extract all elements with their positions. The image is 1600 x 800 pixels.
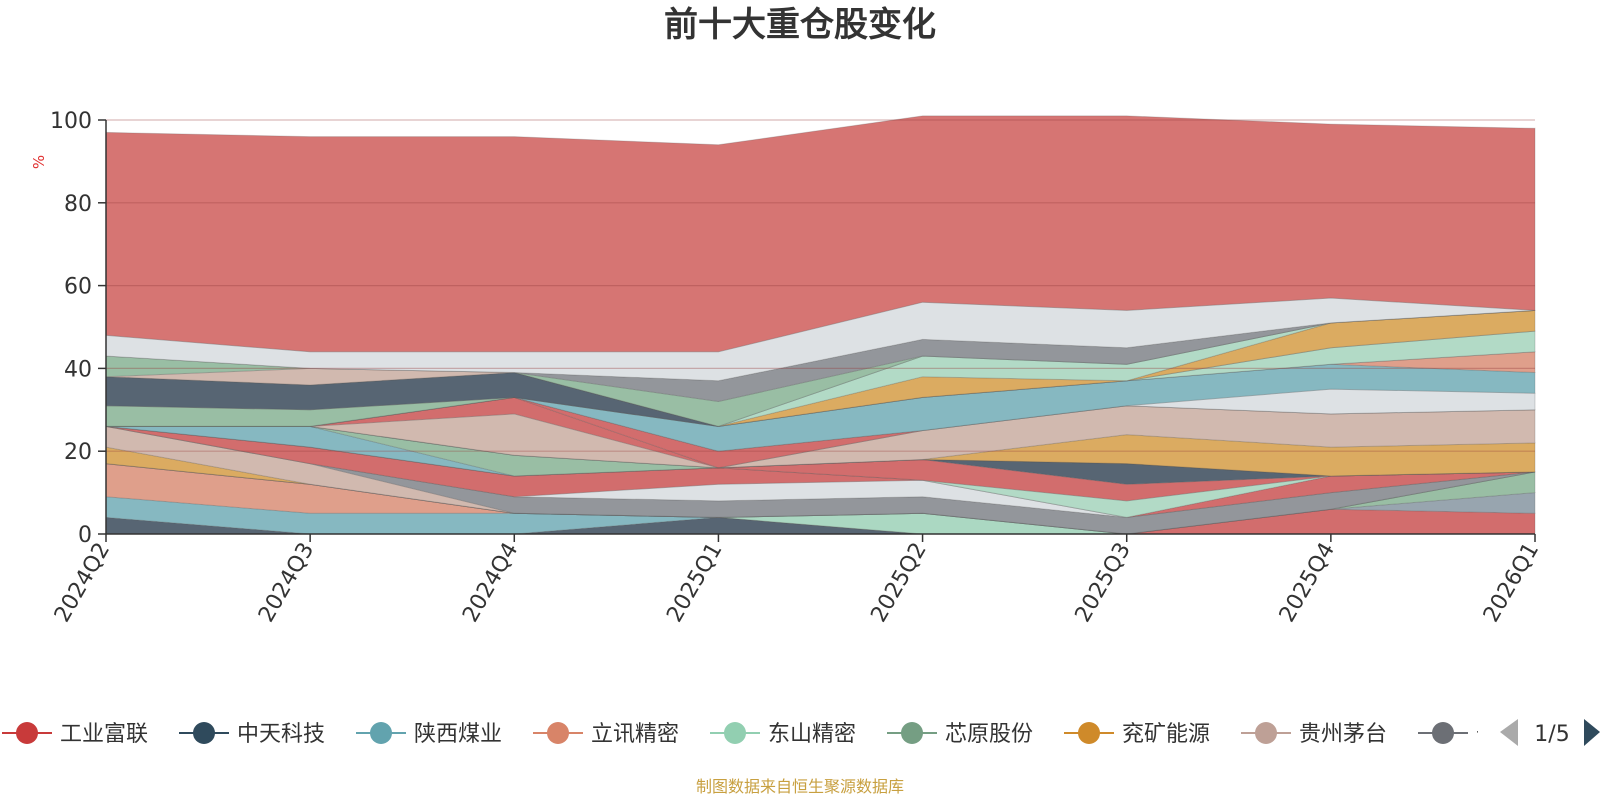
y-tick-label-0: 0 — [78, 523, 92, 548]
legend-item-3[interactable]: 陕西煤业 — [356, 722, 502, 747]
legend-marker-9 — [1432, 722, 1454, 744]
legend-prev-icon[interactable] — [1500, 719, 1518, 746]
y-tick-label-2: 40 — [64, 357, 92, 382]
x-tick-label-0: 2024Q2 — [50, 539, 115, 627]
y-tick-label-3: 60 — [64, 275, 92, 300]
legend-marker-8 — [1255, 722, 1277, 744]
legend-label-1: 工业富联 — [60, 722, 148, 747]
legend-item-8[interactable]: 贵州茅台 — [1241, 722, 1387, 747]
legend-label-5: 东山精密 — [768, 722, 856, 747]
gridlines — [106, 119, 1535, 452]
area-series-26 — [106, 351, 1536, 427]
legend-page-label: 1/5 — [1534, 722, 1569, 747]
legend-label-8: 贵州茅台 — [1299, 722, 1387, 747]
x-tick-label-4: 2025Q2 — [866, 539, 931, 627]
legend-marker-3 — [370, 722, 392, 744]
y-tick-label-5: 100 — [50, 109, 92, 134]
x-tick-label-7: 2026Q1 — [1479, 539, 1544, 627]
area-series-21 — [106, 405, 1536, 469]
x-tick-label-3: 2025Q1 — [662, 539, 727, 627]
legend-label-9: 长 — [1476, 722, 1498, 747]
series-areas — [105, 115, 1536, 535]
legend-item-6[interactable]: 芯原股份 — [887, 722, 1033, 747]
area-series-25 — [106, 363, 1536, 452]
legend-label-7: 兖矿能源 — [1122, 722, 1210, 747]
legend-pager: 1/5 — [1500, 719, 1600, 747]
legend-marker-6 — [901, 722, 923, 744]
chart-title: 前十大重仓股变化 — [664, 5, 936, 45]
legend-item-7[interactable]: 兖矿能源 — [1064, 722, 1210, 747]
area-series-36 — [105, 115, 1536, 353]
legend-item-4[interactable]: 立讯精密 — [533, 722, 679, 747]
legend-marker-5 — [724, 722, 746, 744]
area-series-4 — [105, 463, 1535, 535]
x-tick-label-5: 2025Q3 — [1071, 539, 1136, 627]
legend-label-4: 立讯精密 — [591, 722, 679, 747]
legend-next-icon[interactable] — [1584, 719, 1600, 746]
legend-item-5[interactable]: 东山精密 — [710, 722, 856, 747]
legend-marker-4 — [547, 722, 569, 744]
area-series-28 — [105, 330, 1536, 427]
legend-marker-2 — [193, 722, 215, 744]
y-axis-unit: % — [30, 155, 48, 169]
x-tick-label-6: 2025Q4 — [1275, 539, 1340, 627]
legend-label-3: 陕西煤业 — [414, 722, 502, 747]
legend-item-9[interactable]: 长 — [1418, 722, 1498, 747]
y-tick-label-1: 20 — [64, 440, 92, 465]
legend-item-1[interactable]: 工业富联 — [2, 722, 148, 747]
area-series-20 — [106, 425, 1536, 477]
legend-item-2[interactable]: 中天科技 — [179, 722, 325, 747]
data-source-note: 制图数据来自恒生聚源数据库 — [696, 777, 904, 796]
legend-label-2: 中天科技 — [237, 722, 325, 747]
legend-marker-7 — [1078, 722, 1100, 744]
area-series-30 — [105, 309, 1536, 427]
legend-label-6: 芯原股份 — [945, 722, 1033, 747]
legend: 工业富联 中天科技 陕西煤业 立讯精密 东山精密 芯原股份 兖矿能源 贵州茅台 长 — [2, 722, 1498, 747]
x-tick-label-2: 2024Q4 — [458, 539, 523, 627]
legend-marker-1 — [16, 722, 38, 744]
x-tick-label-1: 2024Q3 — [254, 539, 319, 627]
y-tick-label-4: 80 — [64, 192, 92, 217]
